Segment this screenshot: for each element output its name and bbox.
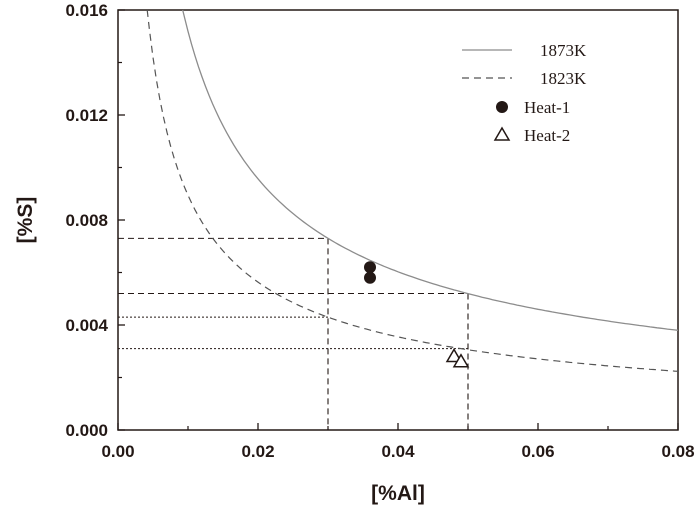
plot-frame [117, 9, 679, 431]
legend-marker-heat-1 [496, 101, 508, 113]
y-tick-label: 0.012 [65, 106, 108, 125]
x-axis-label: [%Al] [371, 482, 425, 505]
y-tick-label: 0.016 [65, 1, 108, 20]
data-point-heat-2 [445, 348, 463, 363]
y-axis-label: [%S] [14, 197, 37, 244]
legend-label-heat-2: Heat-2 [524, 126, 570, 145]
y-tick-label: 0.004 [65, 316, 108, 335]
data-point-heat-1 [364, 271, 376, 284]
y-tick-label: 0.008 [65, 211, 108, 230]
series-line-1823k [146, 9, 679, 372]
legend-label-heat-1: Heat-1 [524, 98, 570, 117]
x-tick-label: 0.06 [521, 442, 554, 461]
legend-label-1873k: 1873K [540, 41, 587, 60]
x-tick-label: 0.00 [101, 442, 134, 461]
legend-marker-heat-2 [493, 126, 511, 141]
y-tick-label: 0.000 [65, 421, 108, 440]
legend: 1873K 1823K Heat-1 Heat-2 [462, 41, 587, 145]
x-tick-label: 0.02 [241, 442, 274, 461]
series-line-1873k [182, 9, 679, 331]
legend-label-1823k: 1823K [540, 69, 587, 88]
data-point-heat-2 [452, 353, 470, 368]
data-point-heat-1 [364, 261, 376, 274]
x-tick-label: 0.08 [661, 442, 694, 461]
x-tick-label: 0.04 [381, 442, 415, 461]
